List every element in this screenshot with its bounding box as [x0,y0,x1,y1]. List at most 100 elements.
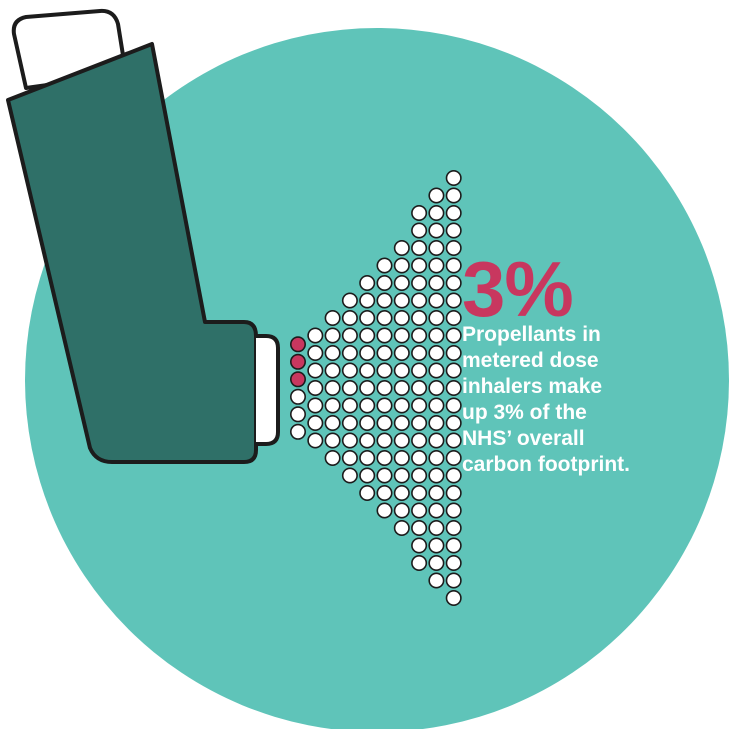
spray-dot [393,449,410,466]
spray-dot [428,362,445,379]
spray-dot [393,240,410,257]
spray-dot [445,240,462,257]
spray-dot [393,379,410,396]
spray-dot [376,467,393,484]
spray-dot [341,432,358,449]
spray-dot [393,414,410,431]
spray-dot [445,205,462,222]
spray-dot [411,554,428,571]
spray-dot [428,222,445,239]
spray-dot [376,397,393,414]
spray-dot [411,414,428,431]
spray-dot [307,432,324,449]
spray-dot [411,309,428,326]
spray-dot [445,379,462,396]
spray-dot [359,432,376,449]
spray-dot [341,467,358,484]
spray-dot [445,589,462,606]
highlighted-dot [289,353,306,370]
spray-dot [393,257,410,274]
spray-dot [445,502,462,519]
spray-dot [307,397,324,414]
spray-dot [445,257,462,274]
spray-dot [359,484,376,501]
spray-dot [359,397,376,414]
spray-dot [359,327,376,344]
caption-line: up 3% of the [462,401,587,424]
spray-dot [428,327,445,344]
spray-dot [428,205,445,222]
spray-dot [359,292,376,309]
spray-dot [445,484,462,501]
spray-dot [289,388,306,405]
spray-dot [324,309,341,326]
spray-dot [445,397,462,414]
spray-dot [341,309,358,326]
spray-dot [393,327,410,344]
spray-dot [411,519,428,536]
spray-dot [445,432,462,449]
spray-dot [393,309,410,326]
spray-dot [445,344,462,361]
spray-dot [359,344,376,361]
spray-dot [393,292,410,309]
spray-dot [428,484,445,501]
spray-dot [376,379,393,396]
spray-dot [428,292,445,309]
stat-value: 3% [462,245,574,333]
spray-dot [411,379,428,396]
spray-dot [445,519,462,536]
spray-dot [324,379,341,396]
spray-dot [445,554,462,571]
spray-dot [359,362,376,379]
spray-dot [376,292,393,309]
spray-dot [341,397,358,414]
spray-dot [289,406,306,423]
spray-dot [428,449,445,466]
spray-dot [411,257,428,274]
spray-dot [376,344,393,361]
spray-dot [428,257,445,274]
inhaler-body [6,42,258,464]
spray-dot [445,309,462,326]
spray-dot [376,327,393,344]
stat-caption: Propellants in metered dose inhalers mak… [462,322,722,478]
spray-dot [359,309,376,326]
spray-dot [324,432,341,449]
spray-dot [428,572,445,589]
spray-dot [376,309,393,326]
spray-dot [393,344,410,361]
spray-dot [411,327,428,344]
spray-dot [307,414,324,431]
stat-block: 3% Propellants in metered dose inhalers … [462,245,722,478]
spray-dot [411,205,428,222]
spray-dot [359,467,376,484]
spray-dot [411,240,428,257]
spray-dot [307,362,324,379]
spray-dot [376,502,393,519]
spray-dot [324,344,341,361]
spray-dot [428,187,445,204]
spray-dot [324,362,341,379]
spray-dot [411,484,428,501]
spray-dot [359,379,376,396]
background-circle [25,28,729,729]
spray-dot [428,502,445,519]
spray-dot [324,327,341,344]
spray-dot [428,240,445,257]
spray-dot [376,432,393,449]
spray-dot [393,432,410,449]
spray-dot [411,467,428,484]
spray-dot [411,274,428,291]
spray-dot [376,362,393,379]
spray-dot [428,274,445,291]
spray-dot [411,432,428,449]
spray-dots [289,170,462,606]
spray-dot [428,432,445,449]
spray-dot [307,379,324,396]
spray-dot [445,449,462,466]
spray-dot [428,379,445,396]
spray-dot [393,484,410,501]
caption-line: inhalers make [462,375,603,398]
